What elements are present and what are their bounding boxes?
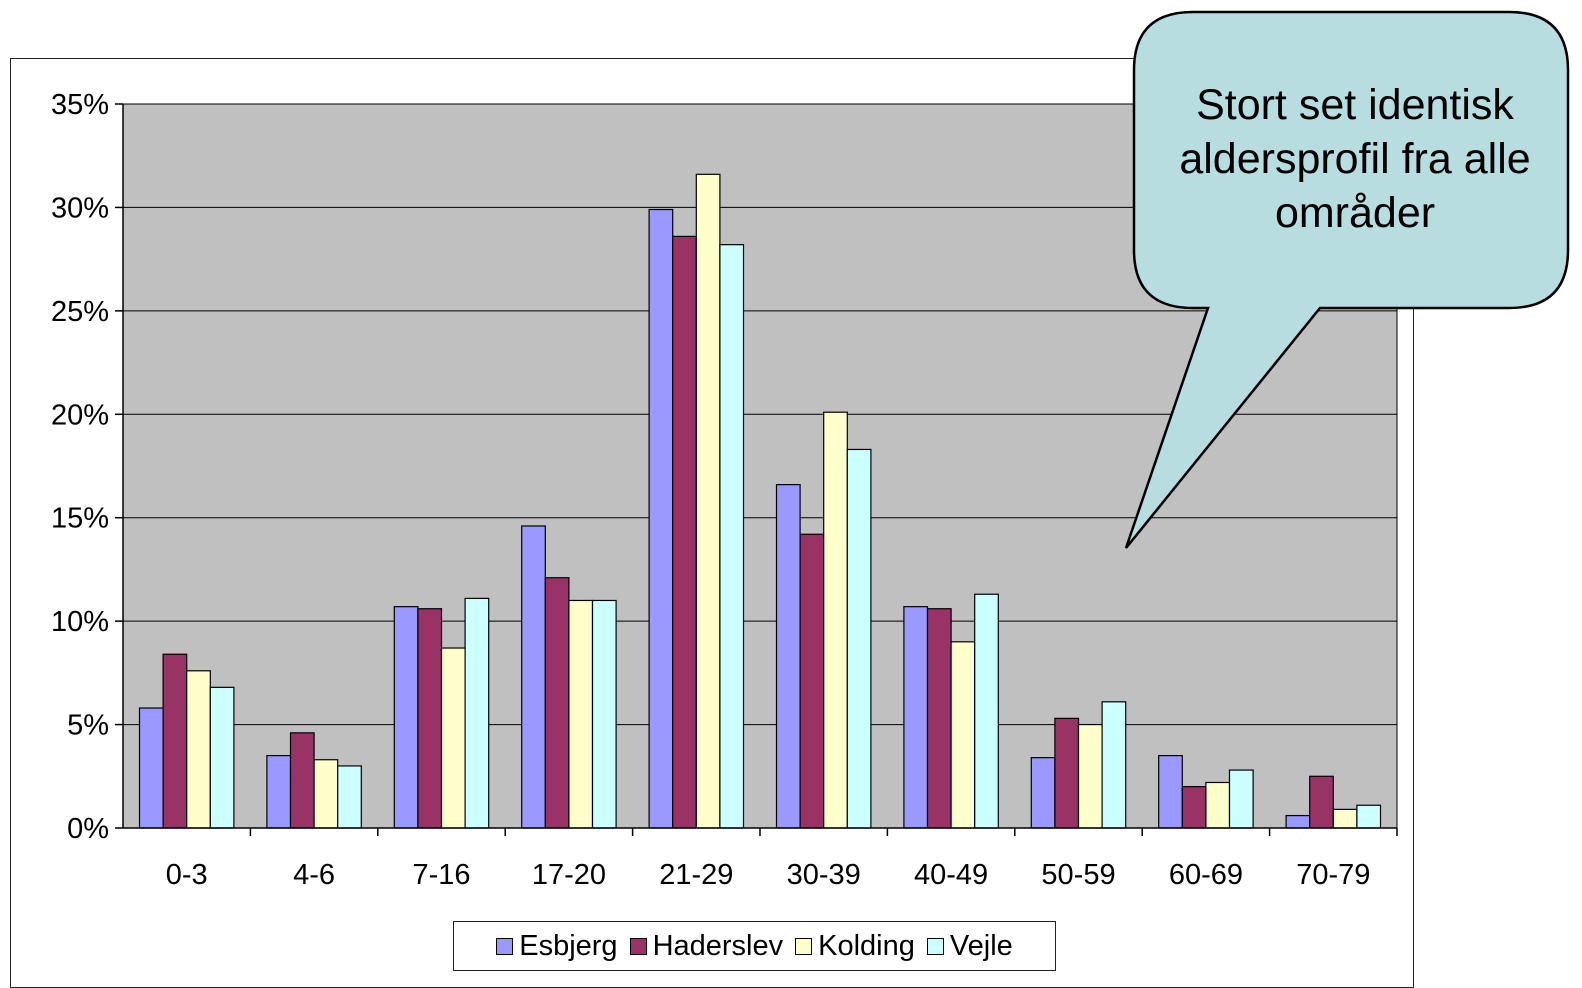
callout-annotation: Stort set identisk aldersprofil fra alle… [1179,81,1531,237]
y-tick-label: 15% [51,503,109,535]
legend-label: Haderslev [652,929,784,962]
bar-haderslev-30-39 [799,533,825,829]
x-tick-label: 30-39 [787,859,861,891]
y-tick-label: 35% [51,89,109,121]
bar-esbjerg-70-79 [1285,814,1311,829]
bar-haderslev-7-16 [417,608,443,829]
axes: 0% 5% 10% 15% 20% 25% 30% 35% 0-3 4-6 7-16 17-20 21-… [51,89,1398,891]
bar-vejle-30-39 [846,448,872,829]
bar-vejle-60-69 [1228,769,1254,829]
bar-haderslev-50-59 [1054,717,1080,829]
bar-esbjerg-17-20 [521,525,546,829]
x-tick-label: 0-3 [166,859,208,891]
bar-vejle-0-3 [209,686,235,829]
bar-esbjerg-60-69 [1158,754,1183,829]
bar-kolding-50-59 [1077,723,1103,829]
bar-kolding-60-69 [1205,781,1231,829]
bar-haderslev-21-29 [672,235,697,829]
y-tick-label: 10% [51,606,109,638]
bar-haderslev-4-6 [289,732,315,829]
bar-vejle-7-16 [464,597,490,829]
bar-kolding-30-39 [823,411,848,829]
legend-label: Vejle [949,929,1013,962]
bar-esbjerg-7-16 [393,606,419,829]
bar-kolding-21-29 [695,173,721,829]
bar-kolding-4-6 [313,759,339,829]
x-tick-label: 21-29 [659,859,733,891]
bar-haderslev-60-69 [1181,786,1207,829]
bar-vejle-50-59 [1101,701,1127,829]
legend-item-vejle: Vejle [926,929,1013,963]
legend-swatch [496,937,514,955]
legend-swatch [629,937,647,955]
bar-vejle-17-20 [591,599,617,829]
bar-haderslev-70-79 [1309,775,1334,829]
bar-esbjerg-4-6 [266,754,292,829]
bar-esbjerg-0-3 [138,707,164,829]
bar-haderslev-0-3 [162,653,188,829]
bar-vejle-70-79 [1356,804,1382,829]
callout-bubble [1124,10,1570,549]
legend-item-kolding: Kolding [795,930,915,963]
x-tick-label: 17-20 [532,859,606,891]
legend-item-haderslev: Haderslev [629,929,784,963]
bar-esbjerg-30-39 [775,484,801,829]
legend-label: Kolding [818,929,915,962]
x-tick-label: 40-49 [914,859,988,891]
x-tick-label: 7-16 [412,859,470,891]
bar-vejle-4-6 [337,765,362,829]
y-tick-label: 5% [67,710,109,742]
legend: Esbjerg Haderslev Kolding Vejle [453,921,1056,971]
bar-kolding-17-20 [568,599,594,829]
y-tick-label: 25% [51,296,109,328]
y-tick-label: 30% [51,192,109,224]
y-tick-label: 0% [67,813,109,845]
callout [1124,10,1570,549]
legend-item-esbjerg: Esbjerg [496,929,618,963]
legend-swatch [795,937,813,955]
x-tick-label: 70-79 [1296,859,1370,891]
bar-kolding-7-16 [440,647,466,829]
bar-kolding-40-49 [950,641,976,829]
x-tick-label: 50-59 [1041,859,1115,891]
legend-swatch [926,937,944,955]
bar-haderslev-17-20 [544,577,570,829]
bar-vejle-40-49 [974,593,999,829]
bar-esbjerg-40-49 [903,606,929,829]
bar-kolding-70-79 [1332,808,1358,829]
bar-kolding-0-3 [186,670,211,829]
bar-haderslev-40-49 [926,608,952,829]
y-tick-label: 20% [51,399,109,431]
x-tick-label: 60-69 [1169,859,1243,891]
bar-esbjerg-21-29 [648,208,674,829]
bar-esbjerg-50-59 [1030,757,1056,829]
x-tick-label: 4-6 [293,859,335,891]
bar-vejle-21-29 [719,244,745,829]
legend-label: Esbjerg [519,929,618,962]
